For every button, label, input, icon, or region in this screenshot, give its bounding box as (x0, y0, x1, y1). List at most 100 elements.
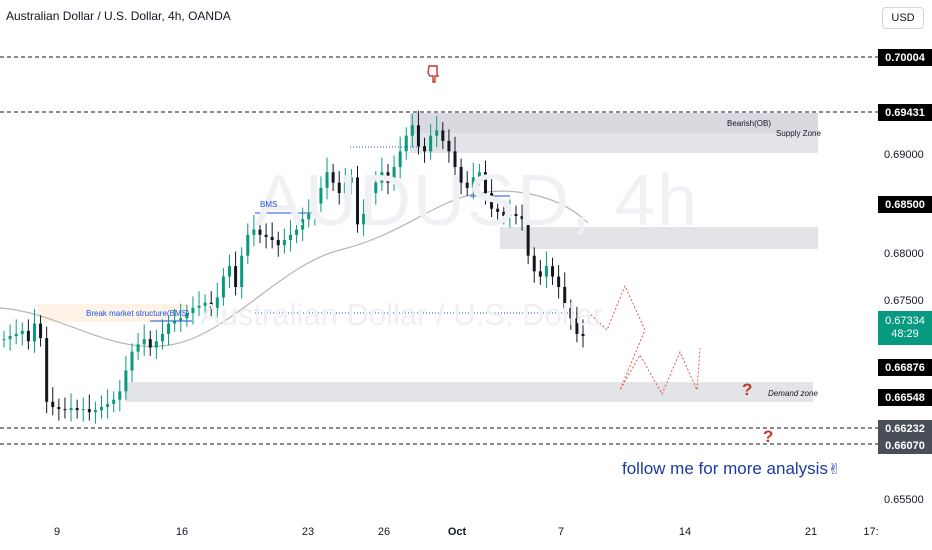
date-tick-21: 21 (804, 526, 818, 538)
level-label-69431[interactable]: 0.69431 (878, 104, 932, 121)
pointing-down-hand-icon (426, 64, 440, 84)
candle-body (185, 313, 189, 319)
current-price-value: 0.67334 (885, 315, 925, 327)
candle-body (282, 240, 286, 246)
candle-body (118, 391, 122, 400)
candle-body (386, 172, 390, 183)
candle-body (288, 234, 292, 241)
candle-body (295, 229, 299, 235)
price-tick-65500: 0.65500 (884, 494, 924, 506)
moving-average-line (0, 190, 589, 347)
candle-body (368, 193, 372, 214)
candle-body (167, 323, 171, 334)
candle-body (142, 339, 146, 345)
candle-body (581, 333, 585, 337)
level-label-66070[interactable]: 0.66070 (878, 437, 932, 454)
candle-body (45, 338, 49, 402)
date-tick-16: 16 (175, 526, 189, 538)
candle-body (270, 236, 274, 241)
candle-body (544, 266, 548, 277)
candle-body (100, 406, 104, 411)
candle-body (447, 140, 451, 152)
candle-body (14, 333, 18, 337)
candle-body (453, 151, 457, 167)
candle-body (63, 409, 67, 411)
candle-body (496, 208, 500, 212)
candle-body (8, 336, 12, 340)
resistance-zone (500, 227, 818, 249)
currency-button[interactable]: USD (882, 7, 924, 29)
follow-text: follow me for more analysis✌ (622, 459, 841, 479)
candle-body (355, 177, 359, 225)
candle-body (569, 307, 573, 319)
candle-body (228, 266, 232, 277)
candle-body (148, 339, 152, 348)
candle-body (319, 187, 323, 204)
level-label-70004[interactable]: 0.70004 (878, 49, 932, 66)
level-label-68500[interactable]: 0.68500 (878, 196, 932, 213)
candle-body (191, 307, 195, 314)
candle-body (69, 408, 73, 411)
candle-body (526, 219, 530, 256)
candle-body (246, 234, 250, 256)
bearish-ob-zone (410, 113, 818, 133)
name-watermark: Australian Dollar / U.S. Dollar (200, 297, 604, 332)
candle-body (2, 339, 6, 341)
candle-body (173, 320, 177, 324)
candle-body (221, 276, 225, 298)
current-price-label[interactable]: 0.67334 48:29 (878, 311, 932, 345)
level-label-66876[interactable]: 0.66876 (878, 359, 932, 376)
price-tick-68000: 0.68000 (884, 248, 924, 260)
candle-body (276, 240, 280, 246)
candle-body (441, 130, 445, 141)
level-label-66548[interactable]: 0.66548 (878, 389, 932, 406)
candle-body (410, 125, 414, 136)
candle-body (465, 182, 469, 188)
candle-body (514, 213, 518, 217)
date-tick-17: 17: (863, 526, 879, 538)
candle-body (483, 172, 487, 194)
candle-body (551, 266, 555, 277)
candle-body (307, 213, 311, 220)
projection-path (587, 284, 701, 396)
candles-group (2, 110, 585, 424)
candle-body (154, 341, 158, 348)
candle-body (575, 318, 579, 334)
candle-body (313, 203, 317, 214)
candle-body (203, 302, 207, 306)
date-tick-oct: Oct (447, 526, 467, 538)
bearish-ob-label: Bearish(OB) (727, 119, 772, 128)
question-mark-lower: ? (763, 427, 774, 446)
candle-body (435, 130, 439, 136)
candle-body (398, 151, 402, 167)
bms-label: BMS (260, 200, 278, 209)
candle-body (136, 344, 140, 352)
supply-zone-label: Supply Zone (776, 129, 821, 138)
candle-body (380, 172, 384, 183)
break-market-structure-label: Break market structure(BMS) (86, 309, 190, 318)
chart-title: Australian Dollar / U.S. Dollar, 4h, OAN… (6, 9, 231, 23)
candle-body (112, 399, 116, 404)
follow-label: follow me for more analysis (622, 459, 828, 478)
candle-body (197, 305, 201, 308)
level-label-66232[interactable]: 0.66232 (878, 420, 932, 437)
date-tick-9: 9 (53, 526, 61, 538)
question-mark-upper: ? (742, 380, 753, 399)
candle-body (563, 286, 567, 308)
candle-body (258, 229, 262, 235)
candle-body (81, 409, 85, 411)
countdown-value: 48:29 (891, 328, 919, 340)
candle-body (416, 125, 420, 147)
candle-body (557, 276, 561, 287)
date-tick-23: 23 (301, 526, 315, 538)
candle-body (490, 193, 494, 209)
candle-body (301, 219, 305, 230)
demand-zone-label: Demand zone (768, 389, 818, 398)
candle-body (39, 323, 43, 339)
victory-hand-icon: ✌ (827, 461, 841, 478)
candle-body (234, 266, 238, 287)
candle-body (57, 406, 61, 410)
date-tick-26: 26 (377, 526, 391, 538)
